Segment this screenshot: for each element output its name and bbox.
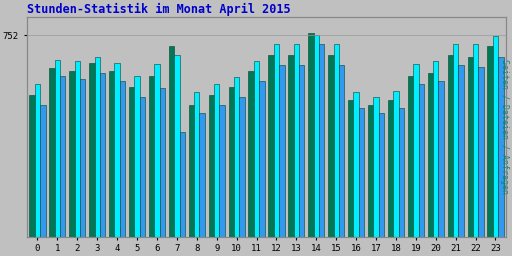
Bar bbox=[40, 105, 46, 237]
Y-axis label: Seiten / Dateien / Anfragen: Seiten / Dateien / Anfragen bbox=[500, 59, 509, 194]
Bar bbox=[438, 81, 444, 237]
Bar bbox=[348, 100, 353, 237]
Bar bbox=[200, 113, 205, 237]
Bar bbox=[339, 65, 344, 237]
Bar bbox=[418, 84, 424, 237]
Bar bbox=[55, 60, 60, 237]
Bar bbox=[428, 73, 433, 237]
Bar bbox=[234, 77, 239, 237]
Bar bbox=[388, 100, 393, 237]
Bar bbox=[433, 61, 438, 237]
Bar bbox=[393, 91, 399, 237]
Bar bbox=[458, 65, 464, 237]
Bar bbox=[299, 65, 305, 237]
Bar bbox=[89, 62, 95, 237]
Bar bbox=[279, 65, 285, 237]
Bar bbox=[220, 105, 225, 237]
Bar bbox=[333, 44, 339, 237]
Bar bbox=[453, 44, 458, 237]
Bar bbox=[447, 55, 453, 237]
Bar bbox=[214, 84, 220, 237]
Bar bbox=[239, 97, 245, 237]
Bar bbox=[308, 33, 313, 237]
Bar bbox=[498, 57, 504, 237]
Bar bbox=[473, 44, 478, 237]
Text: Stunden-Statistik im Monat April 2015: Stunden-Statistik im Monat April 2015 bbox=[27, 3, 290, 16]
Bar bbox=[373, 97, 379, 237]
Bar bbox=[80, 79, 86, 237]
Bar bbox=[379, 113, 384, 237]
Bar bbox=[248, 71, 254, 237]
Bar bbox=[149, 76, 154, 237]
Bar bbox=[154, 64, 160, 237]
Bar bbox=[478, 67, 484, 237]
Bar bbox=[169, 47, 174, 237]
Bar bbox=[467, 57, 473, 237]
Bar bbox=[319, 44, 324, 237]
Bar bbox=[399, 108, 404, 237]
Bar bbox=[109, 71, 115, 237]
Bar bbox=[254, 61, 259, 237]
Bar bbox=[368, 105, 373, 237]
Bar bbox=[115, 62, 120, 237]
Bar bbox=[95, 57, 100, 237]
Bar bbox=[359, 108, 364, 237]
Bar bbox=[353, 92, 359, 237]
Bar bbox=[268, 55, 274, 237]
Bar bbox=[274, 44, 279, 237]
Bar bbox=[288, 55, 294, 237]
Bar bbox=[313, 35, 319, 237]
Bar bbox=[120, 81, 125, 237]
Bar bbox=[259, 81, 265, 237]
Bar bbox=[160, 88, 165, 237]
Bar bbox=[189, 105, 194, 237]
Bar bbox=[487, 47, 493, 237]
Bar bbox=[69, 71, 75, 237]
Bar bbox=[29, 95, 35, 237]
Bar bbox=[180, 132, 185, 237]
Bar bbox=[60, 76, 66, 237]
Bar bbox=[408, 76, 413, 237]
Bar bbox=[49, 68, 55, 237]
Bar bbox=[194, 92, 200, 237]
Bar bbox=[228, 87, 234, 237]
Bar bbox=[140, 97, 145, 237]
Bar bbox=[35, 84, 40, 237]
Bar bbox=[100, 73, 105, 237]
Bar bbox=[134, 76, 140, 237]
Bar bbox=[129, 87, 134, 237]
Bar bbox=[413, 64, 418, 237]
Bar bbox=[493, 36, 498, 237]
Bar bbox=[174, 55, 180, 237]
Bar bbox=[75, 61, 80, 237]
Bar bbox=[328, 55, 333, 237]
Bar bbox=[294, 44, 299, 237]
Bar bbox=[209, 95, 214, 237]
